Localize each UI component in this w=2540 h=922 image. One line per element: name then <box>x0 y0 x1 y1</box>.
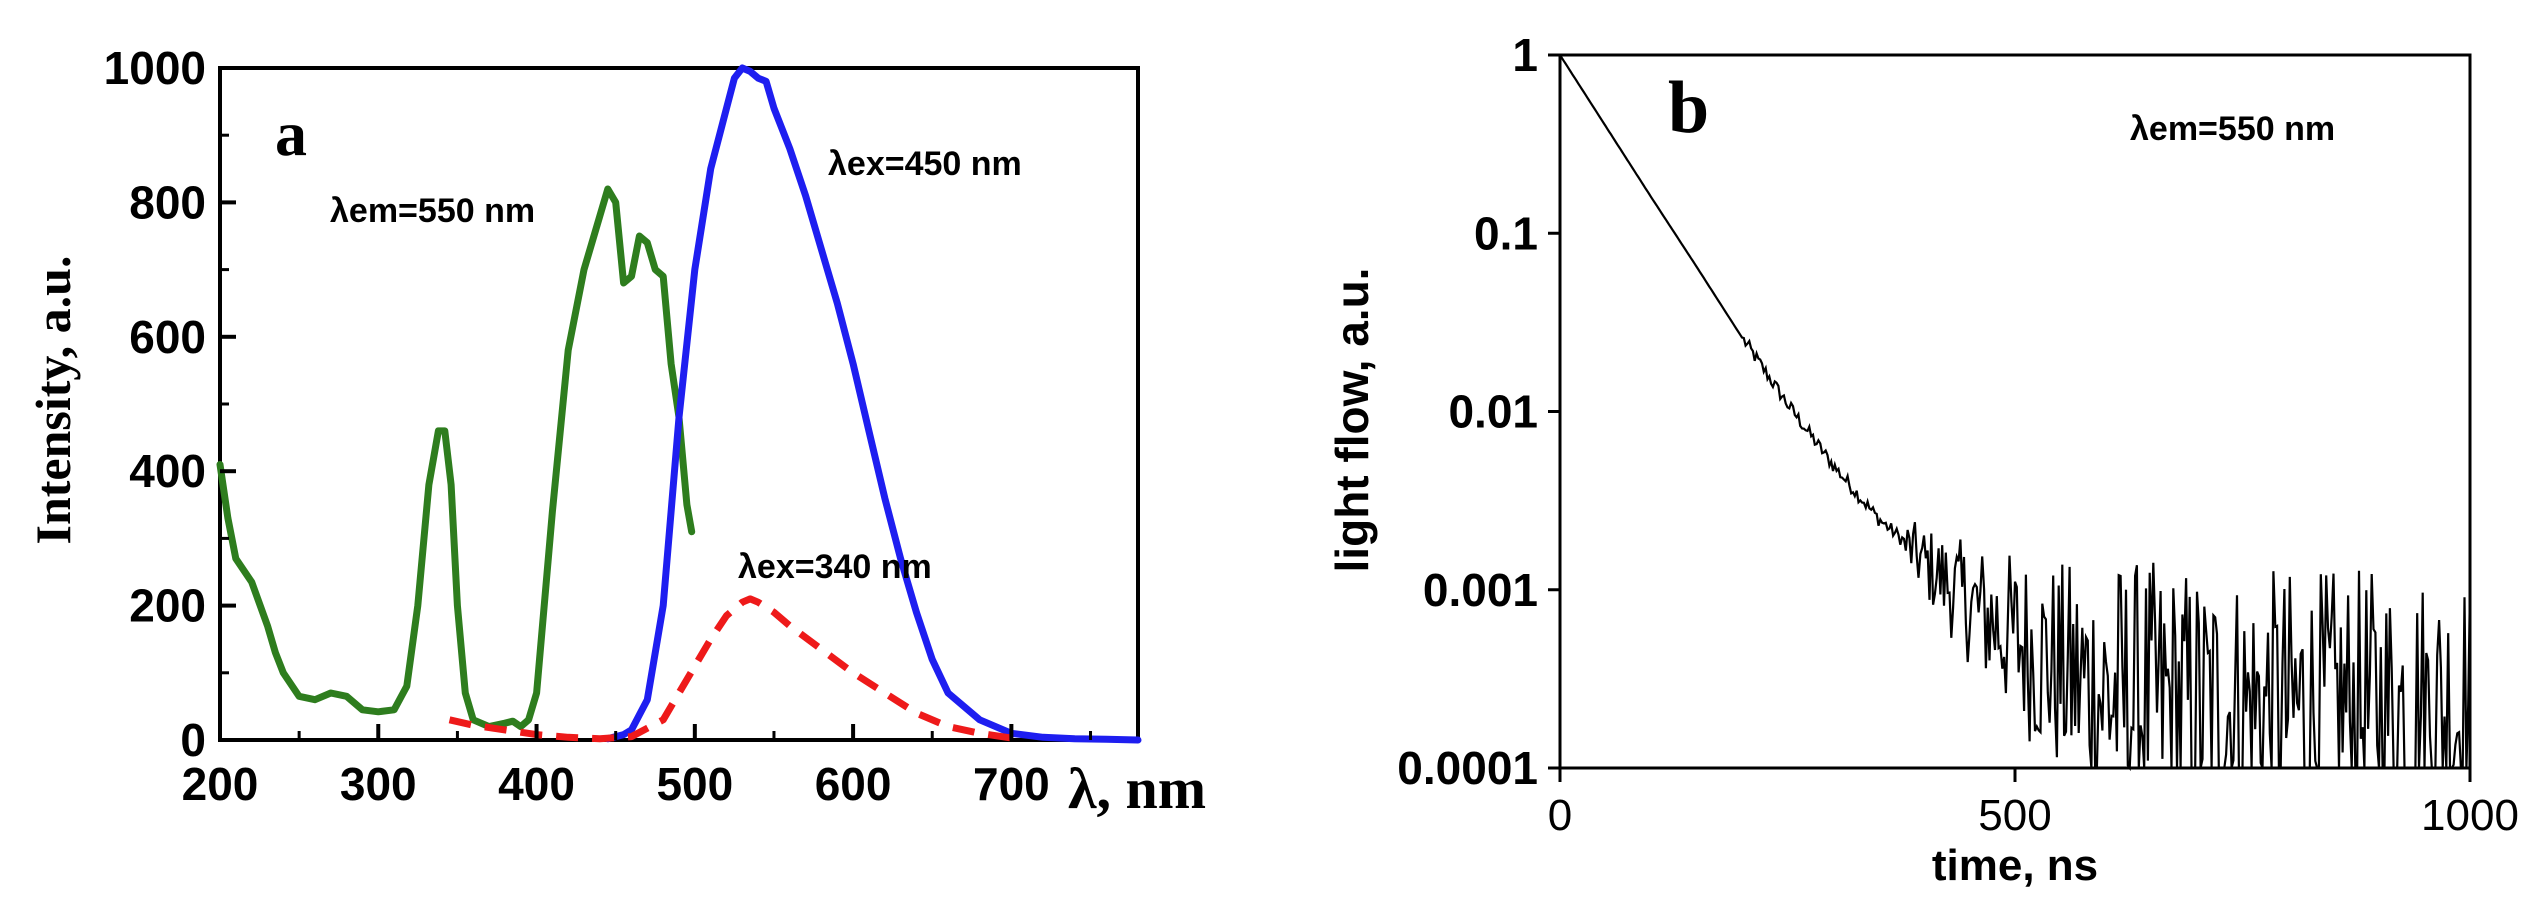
panel-a-x-tick-label: 500 <box>656 758 733 810</box>
panel-a-x-tick-label: 300 <box>340 758 417 810</box>
panel-a-y-tick-label: 200 <box>129 580 206 632</box>
panel-b-series-group <box>1559 54 2472 772</box>
panel-b-x-tick-label: 500 <box>1978 791 2051 840</box>
panel-a-series-0 <box>216 185 696 731</box>
panel-b-x-tick-label: 0 <box>1548 791 1572 840</box>
panel-a-label: a <box>275 98 307 169</box>
panel-b-y-axis-label: light flow, a.u. <box>1326 268 1378 573</box>
panel-a-y-tick-label: 0 <box>180 714 206 766</box>
panel-a-x-tick-label: 700 <box>973 758 1050 810</box>
panel-b-x-tick-label: 1000 <box>2421 791 2519 840</box>
panel-b-label: b <box>1668 67 1709 149</box>
panel-a-y-axis-label: Intensity, a.u. <box>25 256 81 545</box>
panel-b-annotation-em550: λem=550 nm <box>2130 110 2335 148</box>
panel-a-y-tick-label: 400 <box>129 445 206 497</box>
panel-a-series-2 <box>448 595 1012 743</box>
panel-a-y-tick-label: 800 <box>129 176 206 228</box>
panel-a-x-tick-label: 600 <box>815 758 892 810</box>
panel-a-annotation-em550: λem=550 nm <box>330 192 535 230</box>
panel-a-annotation-ex340: λex=340 nm <box>738 548 932 586</box>
panel-b-series-decay <box>1559 54 2472 772</box>
panel-b-y-tick-label: 0.0001 <box>1397 742 1538 794</box>
panel-a-series-1 <box>604 64 1142 744</box>
panel-b-x-axis-label: time, ns <box>1932 841 2098 890</box>
panel-b-y-ticks: 1 0.1 0.01 0.001 0.0001 <box>1397 29 1560 794</box>
panel-a-x-ticks: 200 300 400 500 600 700 <box>182 724 1093 810</box>
panel-a-y-tick-label: 600 <box>129 311 206 363</box>
panel-a-x-tick-label: 400 <box>498 758 575 810</box>
panel-a-x-axis-label: λ, nm <box>1068 756 1206 821</box>
panel-b-y-tick-label: 0.001 <box>1423 564 1538 616</box>
panel-b: 0 500 1000 1 0.1 0.01 0.001 0.0001 b λem=550 n… <box>1326 29 2519 890</box>
panel-a-annotation-ex450: λex=450 nm <box>828 145 1022 183</box>
panel-b-y-tick-label: 0.01 <box>1448 386 1538 438</box>
panel-a-series-group <box>216 64 1142 744</box>
panel-b-plot-frame <box>1558 53 2472 770</box>
panel-a-y-ticks: 0 200 400 600 800 1000 <box>104 42 236 766</box>
panel-b-y-tick-label: 0.1 <box>1474 207 1538 259</box>
panel-a-y-tick-label: 1000 <box>104 42 206 94</box>
panel-b-x-ticks: 0 500 1000 <box>1548 768 2519 840</box>
panel-b-y-tick-label: 1 <box>1512 29 1538 81</box>
panel-a-x-tick-label: 200 <box>182 758 259 810</box>
